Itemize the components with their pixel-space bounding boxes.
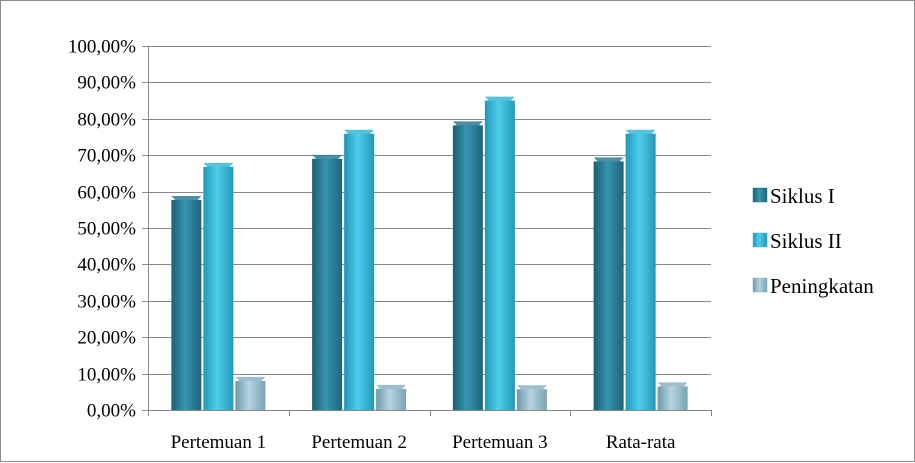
x-category-label: Pertemuan 3 [452,432,548,453]
bar-peningkatan [235,376,266,410]
bar-siklus-ii [203,162,234,410]
axes [142,46,712,416]
y-tick-label: 10,00% [77,365,136,386]
legend-label: Siklus II [770,229,842,253]
gridlines [148,46,711,411]
x-category-label: Rata-rata [606,432,676,453]
bar-siklus-i [312,154,343,410]
bar-siklus-ii [625,129,656,410]
y-tick-label: 70,00% [77,146,136,167]
bar-siklus-ii [344,129,375,410]
legend: Siklus I Siklus II Peningkatan [752,184,874,298]
legend-swatch [752,232,768,248]
bar-siklus-i [171,195,202,410]
bar-siklus-i [593,157,624,410]
bar-siklus-i [452,121,483,411]
y-tick-label: 20,00% [77,328,136,349]
legend-label: Siklus I [770,184,835,208]
bar-peningkatan [516,385,547,410]
bar-peningkatan [376,384,407,410]
y-tick-label: 0,00% [87,401,136,422]
y-tick-labels: 0,00% 10,00% 20,00% 30,00% 40,00% 50,00% 60,00… [68,37,136,422]
legend-swatch [752,187,768,203]
legend-swatch [752,277,768,293]
bar-siklus-ii [484,96,515,410]
y-tick-label: 80,00% [77,110,136,131]
x-category-label: Pertemuan 1 [171,432,267,453]
y-tick-label: 90,00% [77,73,136,94]
y-tick-label: 40,00% [77,255,136,276]
bar-peningkatan [657,382,688,410]
legend-label: Peningkatan [770,274,874,298]
y-tick-label: 100,00% [68,37,136,58]
x-category-label: Pertemuan 2 [311,432,407,453]
y-tick-label: 60,00% [77,183,136,204]
bars [171,96,688,411]
x-category-labels: Pertemuan 1 Pertemuan 2 Pertemuan 3 Rata-ra… [171,432,676,453]
y-tick-label: 30,00% [77,292,136,313]
y-tick-label: 50,00% [77,219,136,240]
